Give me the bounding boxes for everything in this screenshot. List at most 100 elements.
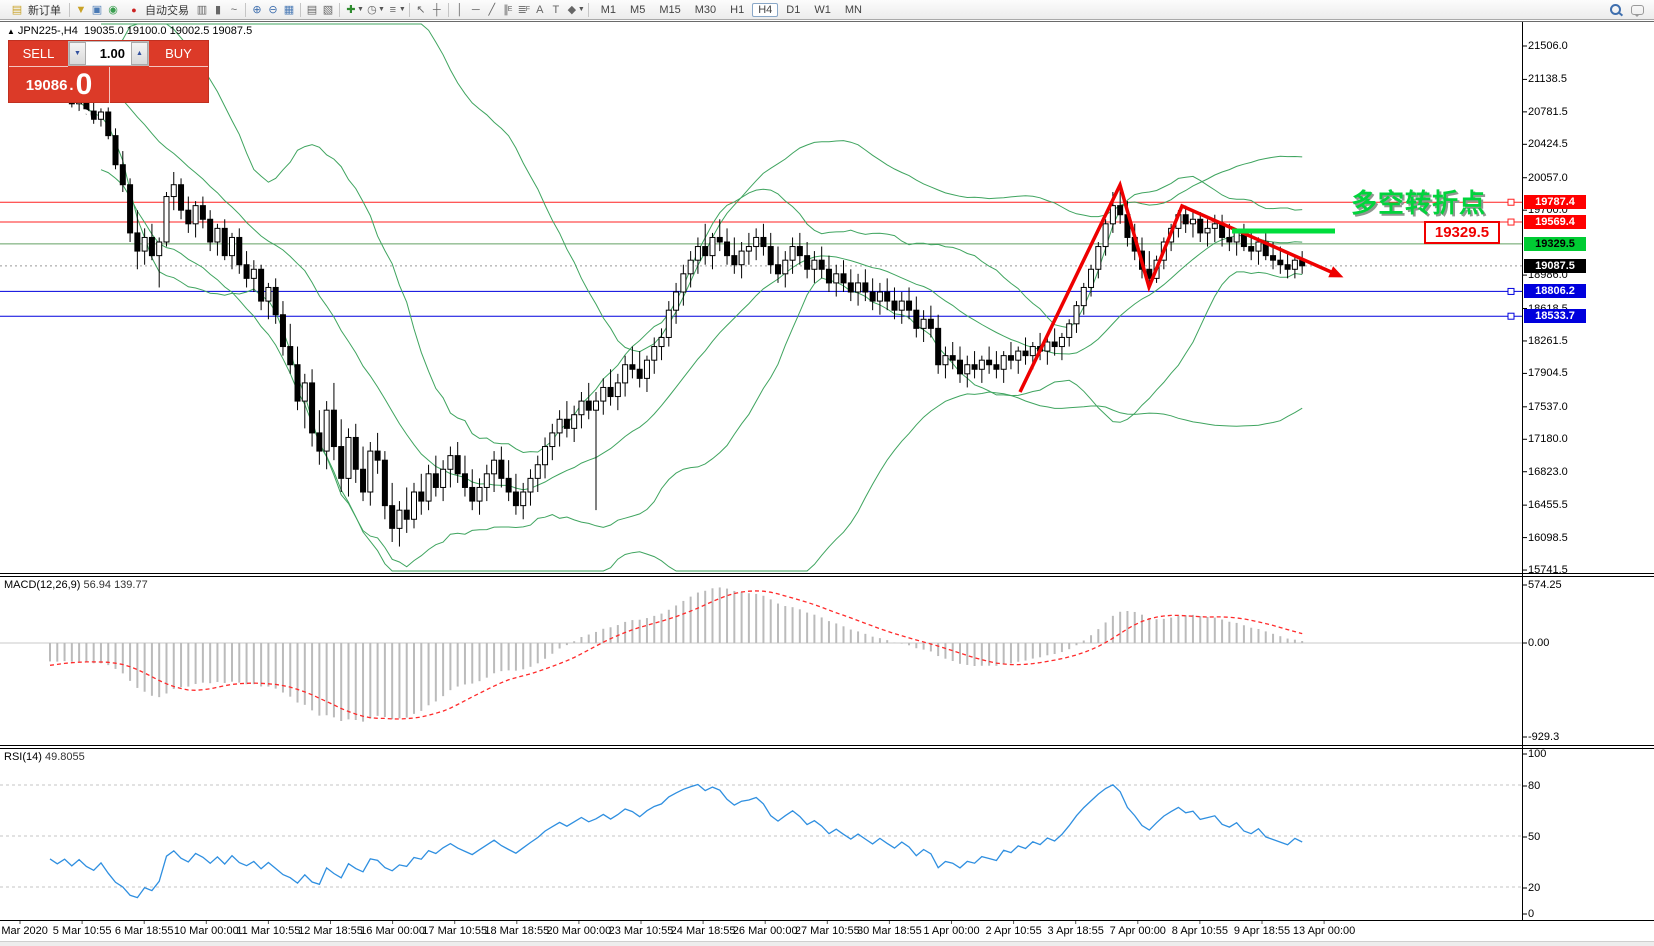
- price-callout-box[interactable]: 19329.5: [1424, 221, 1500, 244]
- new-order-label: 新订单: [28, 4, 61, 17]
- time-tick-label: 30 Mar 18:55: [856, 925, 922, 937]
- new-order-button[interactable]: ▤ 新订单: [4, 1, 66, 19]
- timeframe-m5[interactable]: M5: [630, 3, 646, 16]
- candle-body: [673, 291, 680, 311]
- fibonacci-icon-sub: F: [525, 6, 531, 13]
- sell-button[interactable]: SELL: [9, 41, 68, 67]
- price-badge: 19087.5: [1524, 258, 1586, 273]
- label-icon[interactable]: T: [552, 3, 560, 16]
- macd-pane-separator[interactable]: [0, 573, 1654, 574]
- zoom-out-icon[interactable]: ⊖: [268, 4, 278, 16]
- candle-body: [614, 382, 621, 398]
- template-icon-dropdown[interactable]: ▼: [398, 6, 406, 13]
- new-chart-icon[interactable]: ▤: [306, 4, 318, 16]
- autotrade-button[interactable]: ● 自动交易: [121, 1, 194, 19]
- volume-increase-button[interactable]: ▲: [131, 42, 148, 65]
- candle-body: [199, 205, 206, 220]
- rsi-pane-separator[interactable]: [0, 745, 1654, 746]
- timeframe-mn[interactable]: MN: [844, 3, 862, 16]
- add-indicator-icon[interactable]: ✚: [346, 4, 356, 16]
- level-handle[interactable]: [1507, 218, 1515, 226]
- search-icon[interactable]: [1610, 4, 1621, 15]
- candle-body: [360, 468, 367, 493]
- candle-body: [1233, 232, 1240, 243]
- candle-body: [964, 364, 971, 375]
- price-badge: 19787.4: [1524, 195, 1586, 210]
- shapes-icon[interactable]: ◆: [567, 4, 577, 16]
- horizontal-line-icon[interactable]: ─: [471, 3, 480, 16]
- zigzag-annotation[interactable]: [1018, 180, 1339, 393]
- timeframe-m30[interactable]: M30: [694, 3, 717, 16]
- candle-body: [1029, 346, 1036, 357]
- candle-body: [425, 473, 432, 502]
- symbol-period: JPN225-,H4: [17, 25, 78, 37]
- price-tick-label: 16098.5: [1528, 531, 1568, 544]
- volume-value[interactable]: 1.00: [99, 46, 125, 61]
- timeframe-m15[interactable]: M15: [659, 3, 681, 16]
- time-tick-label: 23 Mar 10:55: [608, 925, 674, 937]
- candle-body: [578, 400, 585, 416]
- candle-body: [411, 491, 417, 520]
- price-tick-label: 20057.0: [1528, 171, 1568, 184]
- level-handle[interactable]: [1507, 312, 1515, 320]
- candle-body: [469, 486, 476, 502]
- candle-body: [301, 382, 308, 402]
- buy-price[interactable]: 19109 . 0: [9, 103, 109, 139]
- bar-chart-icon[interactable]: ▥: [196, 4, 208, 16]
- trendline-icon[interactable]: ╱: [488, 4, 496, 16]
- price-badge: 18806.2: [1524, 284, 1586, 299]
- period-icon-dropdown[interactable]: ▼: [377, 6, 385, 13]
- chat-icon[interactable]: [1631, 4, 1644, 17]
- candle-body: [338, 446, 345, 479]
- template-icon[interactable]: ≡: [389, 3, 397, 16]
- turning-point-annotation[interactable]: 多空转折点: [1350, 188, 1486, 218]
- candle-body: [207, 218, 214, 243]
- one-click-trading-panel: SELL ▼ 1.00 ▲ BUY 19086 . 0 19109 . 0: [8, 40, 209, 136]
- tile-windows-icon[interactable]: ▦: [283, 4, 295, 16]
- candle-body: [1291, 259, 1298, 270]
- crosshair-icon[interactable]: ┼: [432, 3, 441, 16]
- candle-body: [622, 364, 629, 384]
- candle-body: [1204, 227, 1211, 234]
- timeframe-d1[interactable]: D1: [786, 3, 801, 16]
- macd-pane-separator-2: [0, 576, 1654, 577]
- zoom-in-icon[interactable]: ⊕: [252, 4, 262, 16]
- timeframe-w1[interactable]: W1: [814, 3, 831, 16]
- text-icon[interactable]: A: [536, 3, 544, 16]
- signals-icon[interactable]: ◉: [108, 4, 118, 16]
- channel-icon[interactable]: ∥ E: [503, 4, 513, 16]
- level-handle[interactable]: [1507, 287, 1515, 295]
- shapes-icon-dropdown[interactable]: ▼: [577, 6, 585, 13]
- timeframe-h4[interactable]: H4: [752, 2, 779, 17]
- candle-body: [403, 509, 410, 520]
- candle-body: [148, 236, 155, 257]
- candle-body: [1051, 341, 1058, 348]
- candle-body: [258, 268, 265, 302]
- candle-body: [825, 268, 832, 284]
- line-chart-icon[interactable]: ~: [230, 3, 238, 16]
- candle-body: [374, 450, 381, 461]
- rsi-tick-label: 50: [1528, 831, 1541, 843]
- candle-body: [1058, 336, 1065, 348]
- timeframe-h1[interactable]: H1: [730, 3, 745, 16]
- fibonacci-icon[interactable]: ≣ F: [517, 4, 531, 16]
- buy-button[interactable]: BUY: [149, 41, 208, 67]
- chart-profile-icon[interactable]: ▧: [322, 4, 334, 16]
- candle-body: [993, 364, 1000, 370]
- candlestick-chart-icon[interactable]: ▮: [214, 4, 222, 16]
- collapse-icon[interactable]: ▲: [7, 27, 15, 36]
- toolbar-separator: [245, 2, 246, 17]
- volume-decrease-button[interactable]: ▼: [69, 42, 86, 65]
- level-handle[interactable]: [1507, 198, 1515, 206]
- cursor-icon[interactable]: ↖: [416, 4, 426, 16]
- timeframe-m1[interactable]: M1: [600, 3, 617, 16]
- candle-body: [454, 455, 461, 475]
- period-icon[interactable]: ◷: [367, 4, 377, 16]
- sell-price[interactable]: 19086 . 0: [9, 67, 110, 103]
- vertical-line-icon[interactable]: │: [456, 3, 464, 16]
- candle-body: [272, 286, 279, 316]
- brush-icon[interactable]: ▼: [75, 3, 87, 16]
- market-watch-icon[interactable]: ▣: [91, 4, 103, 16]
- add-indicator-icon-dropdown[interactable]: ▼: [357, 6, 364, 13]
